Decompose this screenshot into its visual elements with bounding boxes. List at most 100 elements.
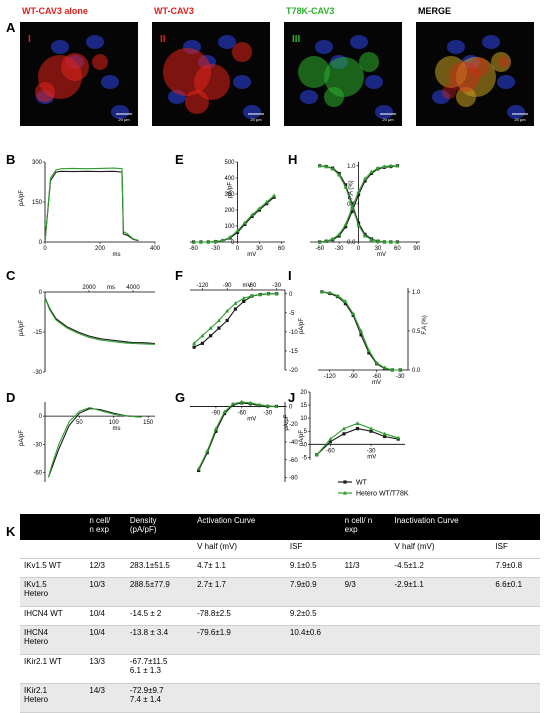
series-line (198, 401, 277, 469)
data-point (337, 172, 342, 177)
chart-panel-b: 0 200 400 0 150 300 ms pA/pF (19, 160, 161, 258)
table-cell: 10/3 (85, 577, 126, 607)
data-point (213, 426, 218, 431)
data-point (266, 291, 271, 296)
table-cell: IKir2.1 Hetero (20, 683, 86, 713)
panel-letter-a: A (6, 20, 16, 35)
table-row: IHCN4 WT 10/4 -14.5 ± 2 -78.8±2.5 9.2±0.… (20, 606, 540, 626)
data-point (330, 236, 335, 241)
series-line (47, 408, 142, 478)
x-tick-label: 100 (109, 420, 120, 426)
data-point (209, 334, 213, 338)
x-axis-label: mV (367, 454, 376, 460)
table-cell (491, 606, 540, 626)
table-cell: -78.8±2.5 (193, 606, 286, 626)
x-tick-label: 200 (95, 246, 106, 252)
x-tick-label: -120 (324, 374, 337, 380)
stain-blob (61, 53, 89, 81)
chart-panel-f: -120 -90 -60 -30 0 -5 -10 -15 -20 mV pA/pF (190, 283, 305, 374)
chart-panel-g: -90 -60 -30 0 -20 -40 -60 -80 mV pA/pF (190, 399, 305, 482)
panel-letter-j: J (288, 390, 296, 405)
data-point (272, 193, 277, 198)
y-axis-label: F.A (%) (349, 180, 355, 199)
panel-letter-c: C (6, 268, 16, 283)
data-point (383, 434, 387, 439)
data-point (330, 166, 335, 171)
nucleus-dot (233, 75, 251, 89)
table-cell: IHCN4 WT (20, 606, 86, 626)
micrograph-numeral: III (292, 34, 301, 45)
x-tick-label: 150 (143, 420, 154, 426)
table-cell (491, 625, 540, 655)
table-cell (491, 683, 540, 713)
stain-blob (442, 85, 456, 99)
table-row: IHCN4 Hetero 10/4 -13.8 ± 3.4 -79.6±1.9 … (20, 625, 540, 655)
data-point (355, 427, 360, 431)
data-point (213, 239, 218, 244)
micrograph-title: WT-CAV3 (154, 6, 194, 16)
stain-blob (456, 87, 476, 107)
data-point (350, 203, 355, 208)
y-tick-label: 1.0 (412, 290, 421, 296)
data-point (205, 448, 210, 453)
table-cell: -4.5±1.2 (390, 558, 492, 578)
data-point (233, 307, 238, 311)
data-point (343, 183, 348, 187)
stain-blob (491, 52, 511, 72)
chart-panel-j: -60 -30 20 15 10 5 0 -5 mV pA/pF (284, 390, 405, 461)
stain-blob (185, 90, 209, 114)
x-tick-label: -60 (372, 374, 381, 380)
micrograph-numeral: I (28, 34, 31, 45)
y-tick-label: 20 (300, 390, 307, 396)
stain-blob (35, 82, 55, 102)
table-cell: -14.5 ± 2 (125, 606, 194, 626)
table-cell: IKir2.1 WT (20, 654, 86, 684)
table-cell: V half (mV) (390, 540, 492, 559)
x-tick-label: -30 (211, 246, 220, 252)
data-point (350, 202, 354, 206)
nucleus-dot (497, 75, 515, 89)
table-header-cell: Density (pA/pF) (125, 514, 194, 540)
y-tick-label: -20 (289, 368, 298, 374)
table-cell (491, 654, 540, 684)
x-axis-label: ms (113, 252, 121, 258)
y-axis-label: F.A (%) (422, 315, 428, 334)
data-point (257, 206, 262, 210)
data-point (343, 222, 348, 227)
y-tick-label: 0 (231, 240, 235, 246)
data-point (228, 235, 233, 239)
x-tick-label: -60 (237, 410, 246, 416)
y-tick-label: 500 (224, 160, 235, 166)
micrograph-title: WT-CAV3 alone (22, 6, 88, 16)
panel-letter-b: B (6, 152, 16, 167)
data-point (200, 333, 205, 338)
data-point (222, 411, 227, 416)
table-cell (285, 654, 341, 684)
table-cell: 2.7± 1.7 (193, 577, 286, 607)
data-point (317, 239, 322, 244)
y-tick-label: -15 (33, 330, 42, 336)
panel-letter-g: G (175, 390, 186, 405)
panel-letter-i: I (288, 268, 292, 283)
data-point (395, 239, 400, 244)
x-tick-label: -60 (326, 448, 335, 454)
table-cell: 288.5±77.9 (125, 577, 194, 607)
x-axis-label: ms (107, 285, 115, 291)
data-point (192, 341, 197, 345)
y-tick-label: 10 (300, 416, 307, 422)
data-point (363, 233, 367, 238)
data-point (350, 209, 354, 214)
table-cell: 12/3 (85, 558, 126, 578)
data-point (369, 169, 374, 174)
x-tick-label: -90 (349, 374, 358, 380)
x-tick-label: 50 (76, 420, 83, 426)
x-tick-label: -90 (223, 283, 232, 289)
y-tick-label: -5 (289, 311, 295, 317)
nucleus-dot (218, 35, 236, 49)
data-point (274, 404, 279, 409)
data-point (382, 431, 387, 436)
table-header-cell: Inactivation Curve (390, 514, 492, 540)
data-point (343, 184, 348, 189)
data-point (191, 239, 196, 244)
